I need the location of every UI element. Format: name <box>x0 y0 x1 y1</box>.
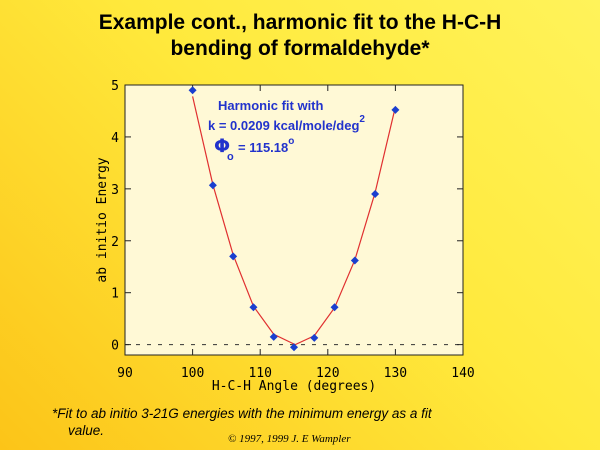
slide-title-line2: bending of formaldehyde* <box>170 37 430 60</box>
data-point <box>330 303 339 312</box>
annotation-line3-sup: o <box>288 136 294 147</box>
data-points <box>188 86 400 352</box>
annotation-line3-text: = 115.18 <box>238 140 288 155</box>
footnote-line1: *Fit to ab initio 3-21G energies with th… <box>52 406 432 421</box>
x-axis-label: H-C-H Angle (degrees) <box>212 379 376 394</box>
data-point <box>371 190 380 199</box>
x-tick-label: 110 <box>248 366 271 381</box>
fit-annotation: Harmonic fit with k = 0.0209 kcal/mole/d… <box>208 98 365 163</box>
data-point <box>229 252 238 261</box>
x-tick-label: 130 <box>384 366 407 381</box>
x-tick-label: 90 <box>117 366 133 381</box>
slide-title: Example cont., harmonic fit to the H-C-H… <box>0 10 600 62</box>
y-tick-label: 5 <box>111 79 119 94</box>
data-point <box>290 343 298 352</box>
x-tick-label: 100 <box>181 366 204 381</box>
annotation-line3: = 115.18o <box>238 136 294 155</box>
x-tick-label: 140 <box>451 366 474 381</box>
y-tick-label: 1 <box>111 287 119 302</box>
data-point <box>269 332 278 341</box>
footnote-line2: value. <box>68 423 105 438</box>
phi-symbol: Φ <box>214 135 230 157</box>
y-tick-label: 4 <box>111 131 119 146</box>
data-point <box>310 333 319 342</box>
y-tick-label: 3 <box>111 183 119 198</box>
copyright-notice: © 1997, 1999 J. E Wampler <box>228 433 351 445</box>
tick-labels: 90 100 110 120 130 140 0 1 2 3 4 5 <box>111 79 475 381</box>
data-point <box>188 86 197 95</box>
data-point <box>208 181 217 190</box>
annotation-line1: Harmonic fit with <box>218 98 324 113</box>
y-tick-label: 0 <box>111 339 119 354</box>
data-point <box>391 105 400 114</box>
footnote: *Fit to ab initio 3-21G energies with th… <box>52 405 542 439</box>
slide-title-line1: Example cont., harmonic fit to the H-C-H <box>98 11 502 34</box>
annotation-line2: k = 0.0209 kcal/mole/deg2 <box>208 114 365 133</box>
x-tick-label: 120 <box>316 366 339 381</box>
data-point <box>249 303 258 312</box>
axis-ticks <box>124 84 464 355</box>
y-axis-label: ab initio Energy <box>95 157 110 282</box>
y-tick-label: 2 <box>111 235 119 250</box>
annotation-line2-sup: 2 <box>359 114 365 125</box>
data-point <box>350 256 359 265</box>
annotation-line2-text: k = 0.0209 kcal/mole/deg <box>208 118 359 133</box>
plot-area <box>124 84 464 356</box>
phi-subscript: o <box>227 151 234 163</box>
